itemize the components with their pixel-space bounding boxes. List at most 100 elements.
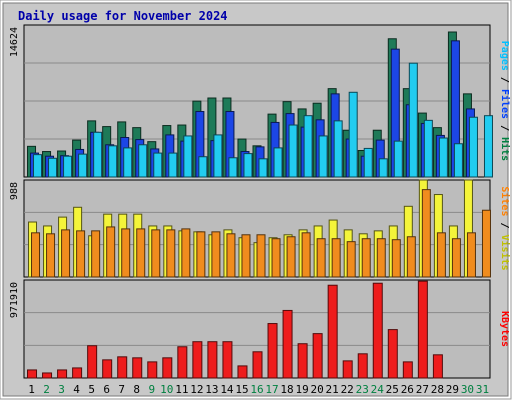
y-max-label: 14624: [9, 27, 20, 57]
bar-kbytes-day-22: [342, 360, 353, 379]
bar-kbytes-day-25: [387, 329, 398, 379]
bar-kbytes-day-11: [177, 346, 188, 379]
bar-kbytes-day-12: [192, 341, 203, 379]
x-tick-label-12: 12: [190, 383, 203, 396]
bar-sites-day-15: [241, 234, 251, 278]
bar-sites-day-29: [451, 238, 461, 278]
x-tick-label-22: 22: [341, 383, 354, 396]
bar-pages-day-18: [288, 124, 298, 178]
bar-kbytes-day-26: [402, 361, 413, 379]
bar-kbytes-day-2: [42, 372, 53, 379]
bar-sites-day-31: [481, 209, 491, 278]
bar-pages-day-25: [393, 140, 403, 178]
bar-kbytes-day-24: [372, 282, 383, 379]
bar-sites-day-2: [46, 233, 56, 278]
x-tick-label-15: 15: [235, 383, 248, 396]
bar-sites-day-20: [316, 238, 326, 278]
bar-sites-day-24: [376, 238, 386, 278]
bar-sites-day-30: [466, 232, 476, 278]
x-tick-label-4: 4: [73, 383, 80, 396]
bar-kbytes-day-15: [237, 365, 248, 379]
x-tick-label-10: 10: [160, 383, 173, 396]
x-tick-label-17: 17: [265, 383, 278, 396]
bar-sites-day-26: [406, 236, 416, 278]
bar-kbytes-day-27: [417, 280, 428, 379]
bar-sites-day-13: [211, 231, 221, 278]
x-tick-label-24: 24: [371, 383, 385, 396]
x-tick-label-28: 28: [431, 383, 444, 396]
bar-pages-day-15: [243, 153, 253, 178]
axis-legend-part: Hits: [499, 137, 511, 161]
bar-pages-day-3: [63, 155, 73, 178]
bar-sites-day-3: [61, 229, 71, 278]
bar-pages-day-13: [213, 134, 223, 178]
bar-pages-day-22: [348, 91, 358, 178]
bar-kbytes-day-23: [357, 353, 368, 379]
bar-kbytes-day-7: [117, 356, 128, 379]
axis-legend: Pages / Files / Hits: [499, 41, 511, 161]
x-tick-label-14: 14: [220, 383, 234, 396]
panel-visits-sites: 988 Sites / Visits: [9, 179, 511, 278]
bar-kbytes-day-28: [432, 354, 443, 379]
bar-pages-day-12: [198, 156, 208, 178]
axis-legend-part: Visits: [499, 235, 511, 271]
bar-kbytes-day-4: [72, 367, 83, 379]
x-tick-label-9: 9: [148, 383, 155, 396]
x-tick-label-8: 8: [133, 383, 140, 396]
bar-kbytes-day-8: [132, 357, 143, 379]
bar-sites-day-9: [151, 229, 161, 278]
x-tick-label-6: 6: [103, 383, 110, 396]
bar-pages-day-5: [93, 131, 103, 178]
y-max-label: 971910: [9, 282, 20, 318]
x-tick-label-3: 3: [58, 383, 65, 396]
bar-kbytes-day-1: [27, 369, 38, 379]
bar-pages-day-2: [48, 157, 58, 178]
x-tick-label-29: 29: [446, 383, 459, 396]
x-tick-label-27: 27: [416, 383, 429, 396]
bar-kbytes-day-9: [147, 361, 158, 379]
bar-sites-day-6: [106, 226, 116, 278]
bar-kbytes-day-19: [297, 343, 308, 379]
bar-kbytes-day-20: [312, 333, 323, 379]
bar-sites-day-11: [181, 228, 191, 278]
bar-pages-day-9: [153, 152, 163, 178]
bar-pages-day-27: [423, 119, 433, 178]
axis-legend-part: Pages: [499, 41, 510, 71]
bar-kbytes-day-14: [222, 341, 233, 379]
bar-sites-day-14: [226, 233, 236, 278]
x-tick-label-11: 11: [175, 383, 188, 396]
bar-pages-day-30: [468, 116, 478, 178]
x-tick-label-5: 5: [88, 383, 95, 396]
x-tick-label-26: 26: [401, 383, 414, 396]
panel-kbytes: 971910 KBytes: [9, 279, 510, 379]
x-tick-label-30: 30: [461, 383, 474, 396]
x-tick-label-25: 25: [386, 383, 399, 396]
x-tick-label-31: 31: [476, 383, 489, 396]
bar-sites-day-28: [436, 232, 446, 278]
bar-sites-day-18: [286, 236, 296, 278]
chart-title: Daily usage for November 2024: [18, 9, 228, 23]
bar-sites-day-22: [346, 241, 356, 278]
bar-pages-day-4: [78, 153, 88, 178]
bar-pages-day-1: [33, 154, 43, 178]
axis-legend-part: /: [499, 119, 510, 137]
bar-pages-day-16: [258, 158, 268, 178]
y-max-label: 988: [9, 182, 20, 200]
bar-sites-day-5: [91, 230, 101, 278]
x-tick-label-18: 18: [280, 383, 293, 396]
bar-pages-day-20: [318, 135, 328, 178]
bar-sites-day-16: [256, 234, 266, 278]
bar-sites-day-25: [391, 239, 401, 278]
x-tick-label-16: 16: [250, 383, 263, 396]
bar-pages-day-21: [333, 120, 343, 178]
bar-pages-day-31: [483, 115, 493, 178]
bar-kbytes-day-10: [162, 357, 173, 379]
bar-kbytes-day-5: [87, 345, 98, 379]
axis-legend-part: KBytes: [499, 311, 510, 347]
bar-pages-day-7: [123, 147, 133, 178]
axis-legend-part: /: [499, 216, 510, 234]
axis-legend-part: /: [499, 71, 510, 89]
bar-pages-day-10: [168, 152, 178, 178]
x-tick-label-13: 13: [205, 383, 218, 396]
